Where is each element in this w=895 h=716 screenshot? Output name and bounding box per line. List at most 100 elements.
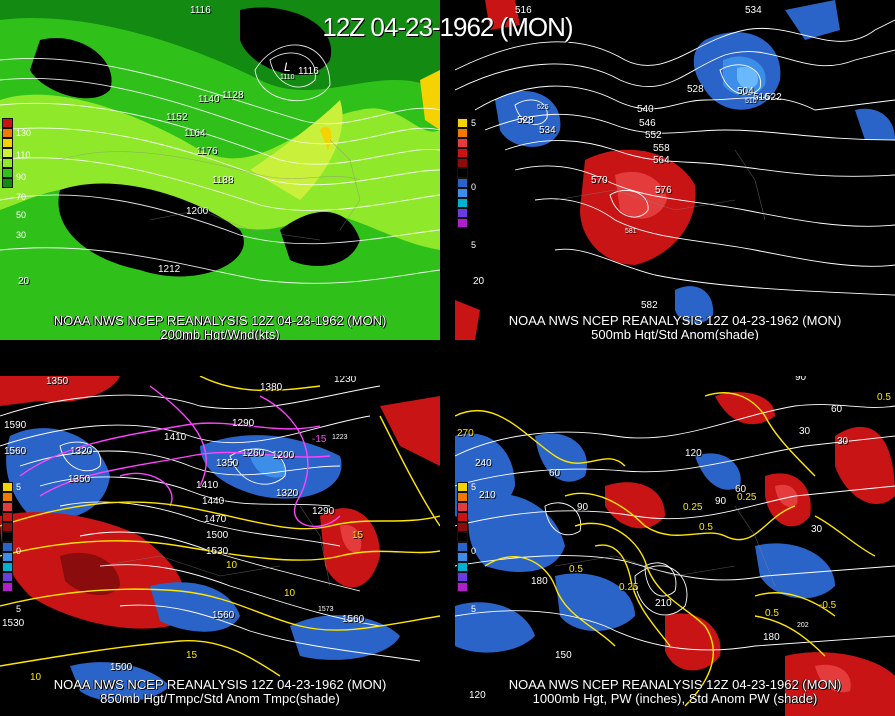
legend-1000mb — [457, 482, 468, 592]
contour-label: 90 — [795, 376, 807, 383]
high-pressure-value: 202 — [797, 622, 809, 629]
panel-1000mb-height-precipitable-water: 5 0 5 90 60 30 270 240 210 60 120 90 90 … — [455, 376, 895, 716]
contour-label: 1350 — [46, 376, 69, 387]
contour-label: 1152 — [166, 112, 188, 123]
high-pressure-value: 581 — [625, 228, 637, 235]
contour-label: 10 — [30, 672, 42, 683]
contour-label: 1560 — [212, 610, 235, 621]
contour-label: 1188 — [212, 175, 234, 186]
main-title: 12Z 04-23-1962 (MON) — [322, 12, 573, 42]
contour-label: 1500 — [110, 662, 133, 673]
contour-label: 1320 — [70, 446, 93, 457]
panel-850mb-height-temp-anomaly: 5 0 5 1350 1380 1230 1590 1410 1290 1560… — [0, 376, 440, 716]
low-pressure-value: 1110 — [280, 74, 295, 81]
low-pressure-value: 510 — [745, 98, 757, 105]
contour-label: 0.25 — [683, 502, 703, 513]
contour-label: -15 — [312, 434, 327, 445]
legend-label: 50 — [16, 210, 27, 220]
contour-label: 1560 — [342, 614, 365, 625]
contour-label: 558 — [653, 143, 670, 154]
contour-label: 576 — [655, 185, 672, 196]
contour-label: 15 — [352, 530, 364, 541]
legend-label: 0 — [471, 182, 477, 192]
contour-label: 30 — [837, 436, 849, 447]
contour-label: 20 — [473, 276, 485, 287]
map-1000mb — [455, 376, 895, 716]
contour-label: 30 — [811, 524, 823, 535]
contour-label: 210 — [655, 598, 672, 609]
contour-label: 582 — [641, 300, 658, 311]
contour-label: 90 — [577, 502, 589, 513]
contour-label: 20 — [18, 276, 30, 287]
contour-label: 1350 — [216, 458, 239, 469]
contour-label: 522 — [765, 92, 782, 103]
contour-label: 0.25 — [619, 582, 639, 593]
low-pressure-value: 525 — [537, 104, 549, 111]
contour-label: 240 — [475, 458, 492, 469]
legend-label: 5 — [471, 118, 477, 128]
legend-label: 5 — [471, 240, 477, 250]
low-pressure-marker: L — [284, 60, 291, 74]
contour-label: 0.25 — [737, 492, 757, 503]
contour-label: 1116 — [190, 5, 211, 16]
panel-caption: NOAA NWS NCEP REANALYSIS 12Z 04-23-1962 … — [53, 677, 387, 706]
panel-200mb-height-wind: 130 110 90 70 50 30 1116 1116 1140 1128 … — [0, 0, 440, 340]
contour-label: 180 — [763, 632, 780, 643]
contour-label: 1140 — [198, 94, 220, 105]
panel-caption: NOAA NWS NCEP REANALYSIS 12Z 04-23-1962 … — [508, 677, 842, 706]
contour-label: 120 — [685, 448, 702, 459]
legend-850mb — [2, 482, 13, 592]
contour-label: 150 — [555, 650, 572, 661]
legend-label: 0 — [16, 546, 22, 556]
contour-label: 1164 — [184, 128, 206, 139]
legend-label: 5 — [16, 482, 22, 492]
contour-label: 516 — [753, 92, 770, 103]
contour-label: 10 — [284, 588, 296, 599]
map-200mb — [0, 0, 440, 340]
contour-label: 528 — [517, 115, 534, 126]
contour-label: 1500 — [206, 530, 229, 541]
contour-label: 0.5 — [765, 608, 779, 619]
low-pressure-value: 1223 — [332, 434, 348, 441]
contour-label: 60 — [549, 468, 561, 479]
contour-label: 90 — [715, 496, 727, 507]
map-850mb — [0, 376, 440, 716]
contour-label: 546 — [639, 118, 656, 129]
contour-label: 1200 — [272, 450, 295, 461]
panel-caption: NOAA NWS NCEP REANALYSIS 12Z 04-23-1962 … — [53, 313, 387, 341]
legend-label: 30 — [16, 230, 27, 240]
contour-label: 1260 — [242, 448, 265, 459]
contour-label: 1290 — [232, 418, 255, 429]
legend-200mb — [2, 118, 13, 188]
contour-label: 120 — [469, 690, 486, 701]
contour-label: 15 — [186, 650, 198, 661]
panel-caption: NOAA NWS NCEP REANALYSIS 12Z 04-23-1962 … — [508, 313, 842, 341]
contour-label: 210 — [479, 490, 496, 501]
contour-label: 60 — [735, 484, 747, 495]
contour-label: 504 — [737, 86, 754, 97]
contour-label: 1590 — [4, 420, 27, 431]
legend-label: 0 — [471, 546, 477, 556]
contour-label: 10 — [226, 560, 238, 571]
contour-label: 1212 — [158, 264, 181, 275]
legend-label: 130 — [16, 128, 32, 138]
contour-label: 0.5 — [699, 522, 713, 533]
legend-label: 5 — [471, 482, 477, 492]
contour-label: 1440 — [202, 496, 225, 507]
contour-label: 1380 — [260, 382, 283, 393]
panel-500mb-height-anomaly: 5 0 5 516 534 528 534 540 546 552 558 56… — [455, 0, 895, 340]
contour-label: 1560 — [4, 446, 27, 457]
contour-label: 1128 — [222, 90, 244, 101]
legend-label: 90 — [16, 172, 27, 182]
legend-label: 5 — [16, 604, 22, 614]
contour-label: 1200 — [186, 206, 209, 217]
high-pressure-value: 1573 — [318, 606, 334, 613]
contour-label: 534 — [745, 5, 762, 16]
contour-label: 516 — [515, 5, 532, 16]
contour-label: 570 — [591, 175, 608, 186]
contour-label: 1530 — [2, 618, 25, 629]
contour-label: 1530 — [206, 546, 229, 557]
contour-label: 1290 — [312, 506, 335, 517]
contour-label: 270 — [457, 428, 474, 439]
legend-label: 70 — [16, 192, 27, 202]
